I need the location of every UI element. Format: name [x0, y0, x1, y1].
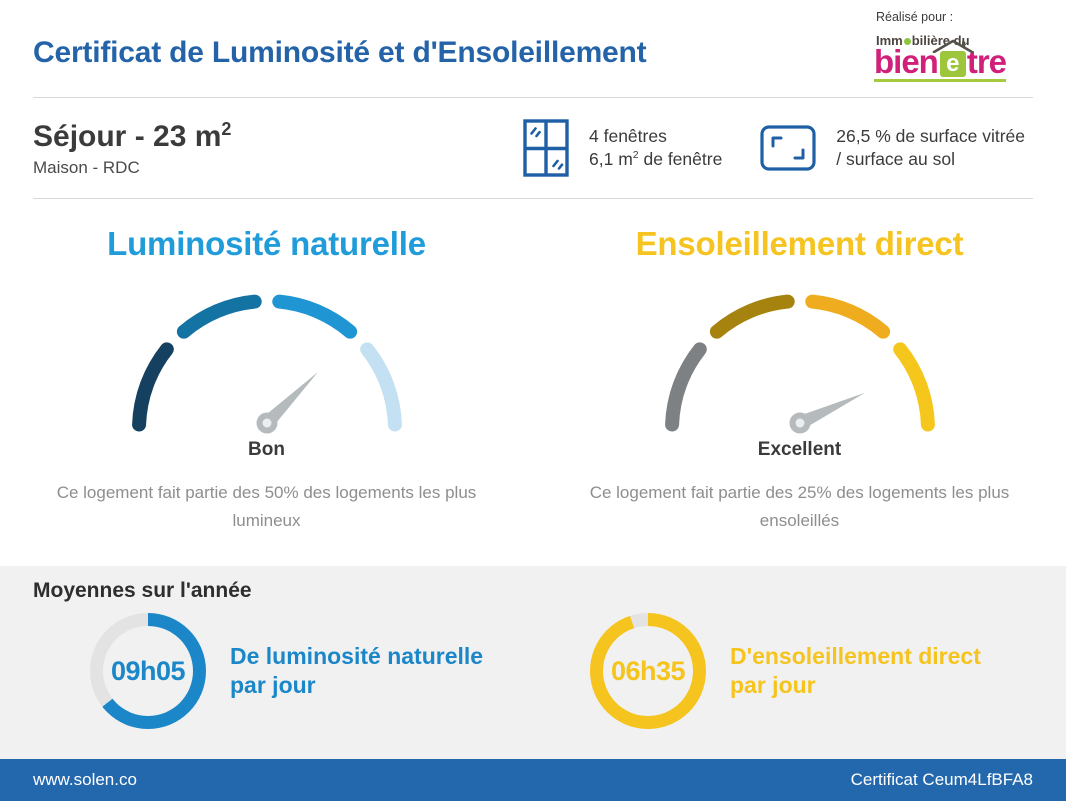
gauge-luminosity: Luminosité naturelle Bon Ce logement fai… [0, 199, 533, 566]
client-logo: Imm bilière du bien e tre [874, 33, 1007, 82]
averages-heading: Moyennes sur l'année [33, 579, 252, 602]
page-title: Certificat de Luminosité et d'Ensoleille… [33, 36, 647, 69]
stat-windows: 4 fenêtres 6,1 m2 de fenêtre [523, 119, 722, 177]
divider [33, 198, 1033, 199]
room-title-sup: 2 [221, 118, 232, 139]
gauges-row: Luminosité naturelle Bon Ce logement fai… [0, 199, 1066, 566]
logo-top-pre: Imm [876, 33, 903, 48]
ring-chart-sunlight: 06h35 [590, 613, 706, 729]
stat-glazing-text: 26,5 % de surface vitrée / surface au so… [836, 125, 1025, 171]
gauge-rating: Excellent [757, 439, 842, 460]
header: Certificat de Luminosité et d'Ensoleille… [0, 0, 1066, 97]
window-icon [523, 119, 569, 177]
gauge-sunlight: Ensoleillement direct Excellent Ce logem… [533, 199, 1066, 566]
room-info-row: Séjour - 23 m2 Maison - RDC 4 fenêtres 6… [0, 98, 1066, 198]
room-subtitle: Maison - RDC [33, 157, 140, 177]
stat-windows-line2: 6,1 m2 de fenêtre [589, 148, 722, 171]
stat-windows-line2-pre: 6,1 m [589, 149, 633, 169]
ring-label: D'ensoleillement direct par jour [730, 642, 981, 701]
footer-certificate-id: Certificat Ceum4LfBFA8 [850, 770, 1033, 789]
footer-bar: www.solen.co Certificat Ceum4LfBFA8 [0, 759, 1066, 801]
gauge-needle [789, 392, 865, 434]
footer-website-link[interactable]: www.solen.co [33, 770, 137, 789]
stat-windows-line2-post: de fenêtre [638, 149, 723, 169]
ring-label: De luminosité naturelle par jour [230, 642, 483, 701]
gauge-rating: Bon [248, 439, 285, 460]
client-block: Réalisé pour : Imm bilière du bien e tre [874, 10, 1036, 82]
room-identity: Séjour - 23 m2 Maison - RDC [33, 119, 523, 178]
stat-windows-text: 4 fenêtres 6,1 m2 de fenêtre [589, 125, 722, 171]
gauge-description: Ce logement fait partie des 25% des loge… [589, 483, 1010, 530]
room-stats: 4 fenêtres 6,1 m2 de fenêtre 26,5 % de s… [523, 119, 1025, 177]
logo-house-letter: e [946, 49, 960, 77]
ring-label-line2: par jour [230, 672, 316, 698]
gauge-description: Ce logement fait partie des 50% des loge… [56, 483, 477, 530]
surface-icon [760, 125, 816, 171]
gauge-dial-sunlight [664, 294, 935, 434]
ring-label-line1: De luminosité naturelle [230, 642, 484, 669]
realise-pour-label: Réalisé pour : [876, 10, 954, 24]
average-sunlight: 06h35 D'ensoleillement direct par jour [533, 613, 1066, 729]
stat-glazing: 26,5 % de surface vitrée / surface au so… [760, 125, 1025, 171]
stat-windows-line2-sup: 2 [632, 149, 639, 162]
stat-glazing-line2: / surface au sol [836, 149, 955, 169]
stat-glazing-line1: 26,5 % de surface vitrée [836, 125, 1026, 146]
logo-green-dot-icon [903, 38, 911, 45]
gauge-dial-luminosity [131, 294, 402, 434]
room-title-text: Séjour - 23 m [33, 119, 222, 153]
logo-roof-icon [932, 39, 974, 53]
logo-word-pre: bien [874, 43, 939, 80]
gauge-title: Luminosité naturelle [107, 225, 426, 262]
divider [33, 97, 1033, 98]
gauge-needle [256, 372, 318, 434]
stat-windows-line1: 4 fenêtres [589, 125, 667, 146]
averages-section: Moyennes sur l'année 09h05 De luminosité… [0, 566, 1066, 759]
ring-label-line1: D'ensoleillement direct [730, 642, 981, 669]
gauge-title: Ensoleillement direct [635, 225, 964, 262]
logo-word-post: tre [966, 43, 1007, 80]
logo-top-post: bilière du [911, 33, 970, 48]
averages-row: 09h05 De luminosité naturelle par jour 0… [0, 613, 1066, 729]
average-luminosity: 09h05 De luminosité naturelle par jour [0, 613, 533, 729]
logo-top-line: Imm bilière du [876, 33, 1006, 48]
logo-underline [874, 79, 1007, 82]
room-title: Séjour - 23 m2 [33, 119, 523, 154]
logo-house-icon: e [932, 39, 974, 77]
ring-hole: 06h35 [603, 626, 693, 716]
ring-hole: 09h05 [103, 626, 193, 716]
ring-value: 09h05 [110, 655, 186, 686]
ring-label-line2: par jour [730, 672, 816, 698]
ring-chart-luminosity: 09h05 [90, 613, 206, 729]
logo-wordmark: bien e tre [874, 39, 1007, 80]
ring-value: 06h35 [610, 655, 686, 686]
